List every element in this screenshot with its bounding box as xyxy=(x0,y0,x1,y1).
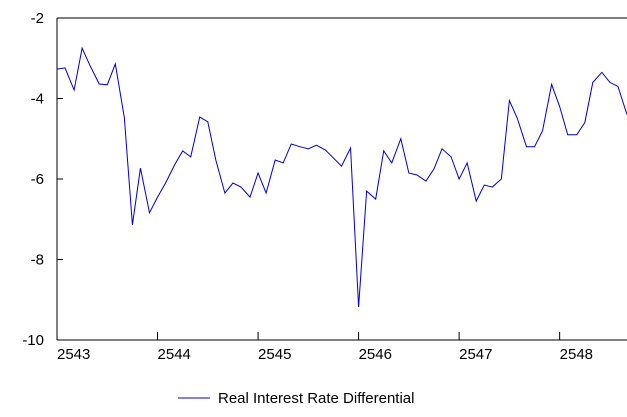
data-line xyxy=(56,46,627,308)
x-tick-label: 2546 xyxy=(359,346,392,363)
legend-label: Real Interest Rate Differential xyxy=(218,390,415,407)
x-tick-label: 2548 xyxy=(560,346,593,363)
x-tick-label: 2547 xyxy=(459,346,492,363)
y-tick-label: -2 xyxy=(31,10,44,27)
x-tick-label: 2545 xyxy=(258,346,291,363)
y-tick-label: -6 xyxy=(31,171,44,188)
y-tick-label: -10 xyxy=(22,332,44,349)
y-tick-label: -4 xyxy=(31,91,44,108)
x-tick-label: 2543 xyxy=(57,346,90,363)
x-tick-label: 2544 xyxy=(158,346,191,363)
y-tick-label: -8 xyxy=(31,252,44,269)
